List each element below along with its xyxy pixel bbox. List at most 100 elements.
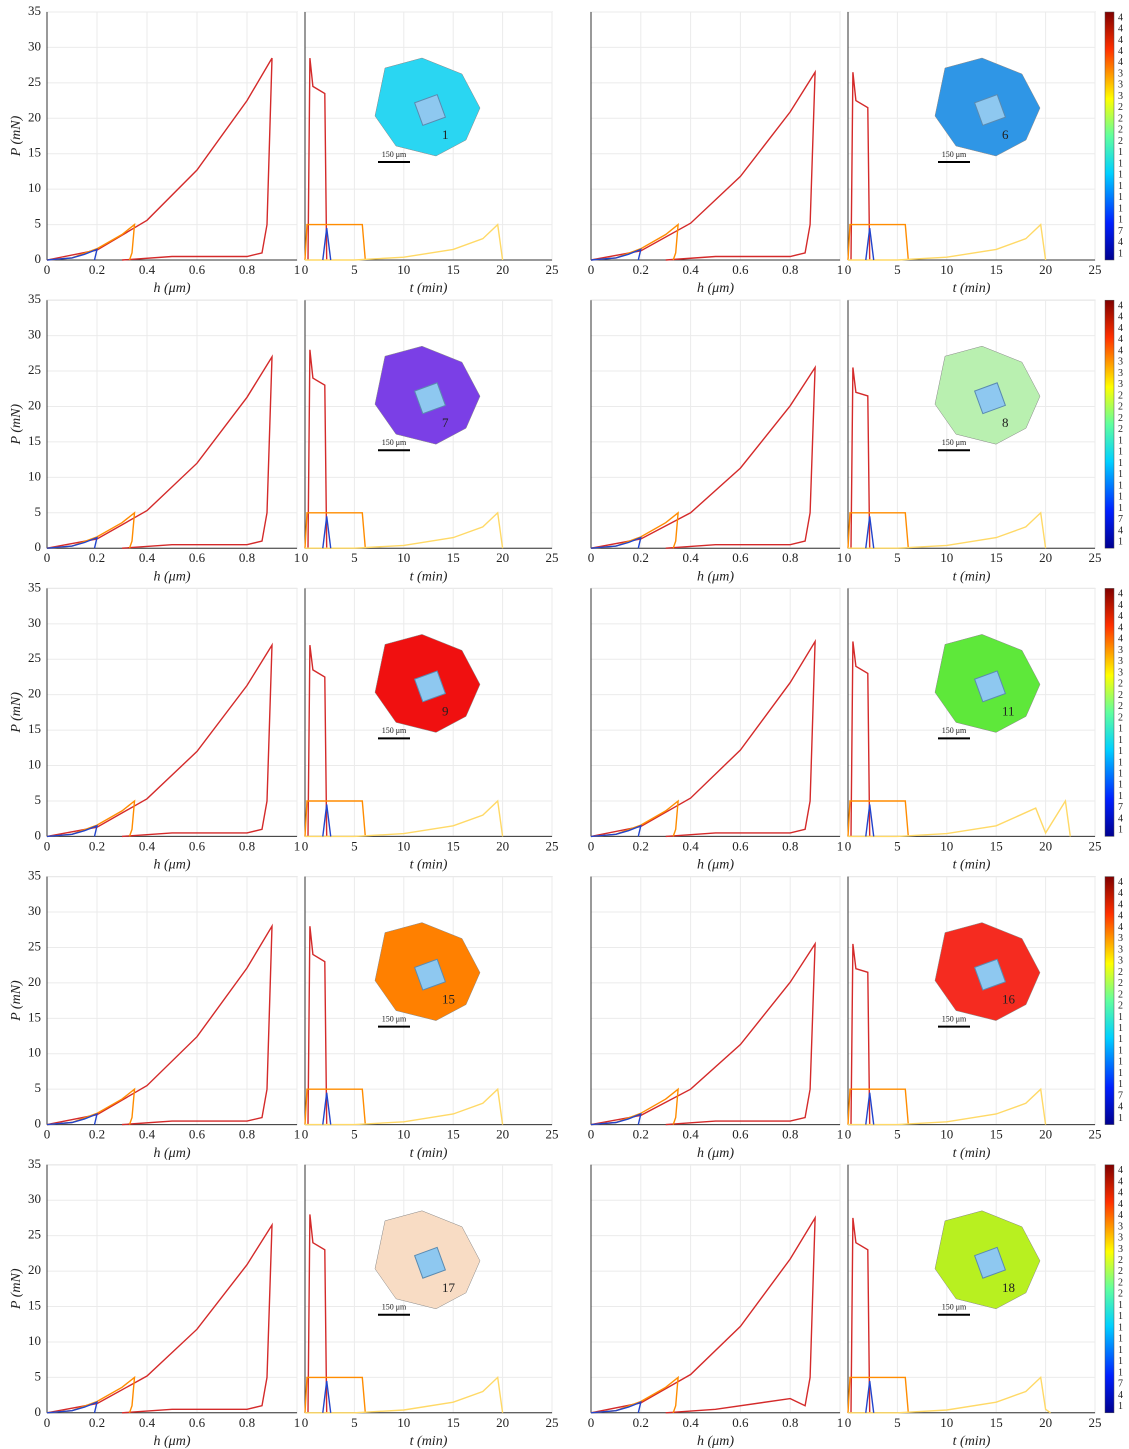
x-tick-label: 10 — [397, 262, 410, 277]
colorbar-label: 1 — [1118, 480, 1123, 491]
x-tick-label: 0.8 — [782, 838, 798, 853]
grain-image: 7 150 μm — [374, 345, 481, 452]
x-tick-label: 0 — [588, 838, 595, 853]
x-tick-label: 0.6 — [189, 550, 206, 565]
colorbar-label: 1 — [1118, 147, 1123, 158]
y-tick-label: 0 — [35, 1404, 42, 1419]
x-tick-label: 0 — [44, 1415, 51, 1430]
colorbar-label: 4 — [1118, 911, 1123, 922]
colorbar-label: 3 — [1118, 368, 1123, 379]
colorbar-label: 1 — [1118, 1057, 1123, 1068]
x-tick-label: 0.2 — [633, 1127, 649, 1142]
x-tick-label: 5 — [894, 550, 901, 565]
y-tick-label: 10 — [28, 757, 41, 772]
x-tick-label: 0.8 — [239, 1127, 255, 1142]
colorbar-label: 1 — [1118, 1012, 1123, 1023]
colorbar-label: 7 — [1118, 1379, 1123, 1390]
colorbar-label: 3 — [1118, 68, 1123, 79]
y-tick-label: 35 — [28, 868, 41, 883]
x-tick-label: 0.6 — [732, 838, 749, 853]
x-tick-label: 0.6 — [732, 1127, 749, 1142]
colorbar-label: 4 — [1118, 345, 1123, 356]
data-line — [590, 638, 816, 838]
x-tick-label: 15 — [447, 262, 460, 277]
x-tick-label: 10 — [940, 262, 953, 277]
x-tick-label: 0.4 — [139, 262, 156, 277]
x-tick-label: 0 — [845, 262, 852, 277]
data-line — [848, 1375, 1051, 1414]
x-tick-label: 0.2 — [89, 1127, 105, 1142]
colorbar-label: 3 — [1118, 656, 1123, 667]
data-line — [304, 800, 366, 837]
x-tick-label: 0.8 — [782, 1127, 798, 1142]
x-tick-label: 0.2 — [633, 550, 649, 565]
plot-area — [590, 11, 841, 261]
data-line — [322, 1092, 332, 1125]
data-line — [46, 1222, 273, 1414]
x-tick-label: 0 — [588, 1127, 595, 1142]
data-line — [304, 1088, 366, 1125]
colorbar-label: 2 — [1118, 102, 1123, 113]
plot-area — [590, 876, 841, 1126]
colorbar-label: 4 — [1118, 46, 1123, 57]
colorbar-label: 3 — [1118, 91, 1123, 102]
scale-label: 150 μm — [382, 438, 407, 447]
data-line — [590, 69, 816, 261]
colorbar-label: 7 — [1118, 514, 1123, 525]
plot-area — [46, 299, 298, 549]
y-tick-label: 20 — [28, 109, 41, 124]
x-axis-label: t (min) — [410, 569, 448, 584]
data-line — [322, 804, 332, 837]
y-tick-label: 10 — [28, 180, 41, 195]
x-axis-label: t (min) — [410, 281, 448, 296]
x-axis-label: h (μm) — [697, 858, 734, 873]
x-tick-label: 0 — [44, 838, 51, 853]
indenter — [973, 93, 1007, 127]
colorbar-label: 7 — [1118, 1090, 1123, 1101]
colorbar-label: 4 — [1118, 334, 1123, 345]
x-tick-label: 0.2 — [633, 1415, 649, 1430]
data-line — [307, 1214, 328, 1413]
x-tick-label: 15 — [990, 1127, 1003, 1142]
x-tick-label: 15 — [447, 838, 460, 853]
colorbar-label: 1 — [1118, 447, 1123, 458]
x-tick-label: 20 — [496, 1127, 509, 1142]
y-tick-label: 35 — [28, 3, 41, 18]
data-line — [46, 354, 273, 549]
colorbar-label: 1 — [1118, 1311, 1123, 1322]
colorbar-label: 2 — [1118, 712, 1123, 723]
data-line — [304, 512, 366, 549]
grain-image: 6 150 μm — [934, 57, 1041, 163]
colorbar-label: 4 — [1118, 813, 1123, 824]
indenter — [413, 382, 447, 415]
data-line — [865, 804, 875, 837]
x-tick-label: 25 — [1089, 550, 1102, 565]
colorbar-label: 2 — [1118, 1289, 1123, 1300]
colorbar-label: 1 — [1118, 203, 1123, 214]
x-tick-label: 0.4 — [682, 262, 699, 277]
data-line — [850, 1217, 871, 1413]
colorbar-label: 1 — [1118, 780, 1123, 791]
data-line — [305, 511, 504, 549]
colorbar-label: 2 — [1118, 136, 1123, 147]
colorbar-label: 1 — [1118, 503, 1123, 514]
scale-label: 150 μm — [382, 150, 407, 159]
x-tick-label: 20 — [1039, 838, 1052, 853]
y-tick-label: 0 — [35, 827, 42, 842]
indenter — [973, 1246, 1007, 1279]
x-tick-label: 0.4 — [139, 1127, 156, 1142]
x-tick-label: 20 — [496, 262, 509, 277]
x-tick-label: 20 — [1039, 1415, 1052, 1430]
x-tick-label: 0 — [845, 1415, 852, 1430]
data-line — [590, 1215, 816, 1414]
x-tick-label: 0 — [302, 1127, 309, 1142]
y-tick-label: 25 — [28, 362, 41, 377]
colorbar-label: 4 — [1118, 899, 1123, 910]
colorbar-label: 3 — [1118, 933, 1123, 944]
scale-label: 150 μm — [942, 150, 967, 159]
x-tick-label: 10 — [397, 1127, 410, 1142]
colorbar-label: 1 — [1118, 181, 1123, 192]
x-tick-label: 0.2 — [633, 838, 649, 853]
x-axis-label: h (μm) — [154, 1146, 191, 1161]
y-tick-label: 20 — [28, 397, 41, 412]
